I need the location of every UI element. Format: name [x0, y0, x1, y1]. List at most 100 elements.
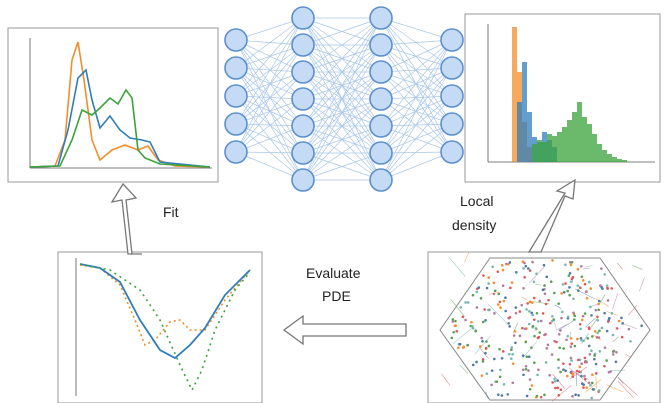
particle — [570, 345, 573, 348]
particle — [572, 373, 575, 376]
particle — [583, 375, 586, 378]
particle — [515, 271, 518, 274]
particle — [543, 284, 546, 287]
particle — [533, 318, 536, 321]
particle — [621, 322, 624, 325]
particle — [588, 345, 591, 348]
particle — [510, 357, 513, 360]
particle — [551, 315, 554, 318]
particle — [502, 284, 505, 287]
particle — [462, 346, 465, 349]
particle — [585, 361, 588, 364]
particle — [528, 310, 531, 313]
particle — [629, 340, 632, 343]
particle — [590, 314, 593, 317]
particle — [588, 382, 591, 385]
particle — [572, 312, 575, 315]
particle — [598, 336, 601, 339]
particle — [598, 389, 601, 392]
particle — [494, 289, 497, 292]
particle — [595, 372, 598, 375]
particle — [537, 320, 540, 323]
particle — [562, 368, 565, 371]
particle — [551, 381, 554, 384]
particle — [612, 350, 615, 353]
hist-bar — [562, 127, 567, 162]
particle — [554, 387, 557, 390]
particle — [472, 364, 475, 367]
particle — [557, 366, 560, 369]
particle — [551, 353, 554, 356]
particle — [579, 323, 582, 326]
particle — [611, 312, 614, 315]
particle — [491, 369, 494, 372]
particle — [590, 349, 593, 352]
particle — [525, 365, 528, 368]
particle — [571, 261, 574, 264]
particle — [493, 293, 496, 296]
particle — [555, 341, 558, 344]
hist-bar — [597, 144, 602, 162]
arrow — [284, 316, 406, 344]
particle — [488, 345, 491, 348]
particle — [581, 319, 584, 322]
particle — [471, 325, 474, 328]
particle — [591, 382, 594, 385]
particle — [511, 381, 514, 384]
particle — [525, 265, 528, 268]
particle — [475, 361, 478, 364]
particle — [559, 371, 562, 374]
particle — [497, 303, 500, 306]
hist-bar — [622, 160, 627, 162]
particle — [550, 280, 553, 283]
panel-frame — [8, 28, 218, 182]
particle — [497, 393, 500, 396]
particle — [586, 337, 589, 340]
particle — [499, 301, 502, 304]
neuron — [225, 141, 247, 163]
particle — [573, 315, 576, 318]
particle — [574, 345, 577, 348]
particle — [482, 274, 485, 277]
particle — [521, 327, 524, 330]
particle — [529, 269, 532, 272]
particle — [525, 308, 528, 311]
particle — [603, 273, 606, 276]
hist-bar — [617, 159, 622, 162]
particle — [600, 286, 603, 289]
particle — [578, 366, 581, 369]
particle — [485, 340, 488, 343]
particle — [522, 287, 525, 290]
particle — [580, 337, 583, 340]
particle — [547, 299, 550, 302]
particle — [522, 373, 525, 376]
particle — [569, 363, 572, 366]
particle — [579, 286, 582, 289]
particle — [514, 330, 517, 333]
particle — [501, 357, 504, 360]
particle — [531, 261, 534, 264]
particle — [531, 384, 534, 387]
hist-bar — [582, 117, 587, 162]
particle — [567, 315, 570, 318]
particle — [585, 290, 588, 293]
particle — [594, 330, 597, 333]
particle — [603, 312, 606, 315]
particle — [498, 348, 501, 351]
particle — [486, 372, 489, 375]
particle — [519, 335, 522, 338]
particle — [481, 374, 484, 377]
particle — [533, 297, 536, 300]
particle — [606, 287, 609, 290]
particle — [549, 322, 552, 325]
particle — [596, 319, 599, 322]
label-local-density: density — [452, 217, 496, 233]
particle — [487, 282, 490, 285]
particle — [452, 318, 455, 321]
neuron — [441, 141, 463, 163]
particle — [577, 289, 580, 292]
particle — [604, 346, 607, 349]
fit-panel — [8, 28, 218, 182]
particle — [620, 317, 623, 320]
particle — [557, 387, 560, 390]
